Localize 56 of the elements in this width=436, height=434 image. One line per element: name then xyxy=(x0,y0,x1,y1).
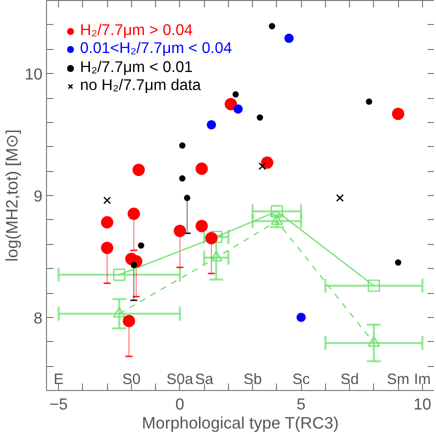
point xyxy=(232,91,239,98)
point xyxy=(336,194,344,202)
annotation: Sm xyxy=(386,371,410,388)
point xyxy=(128,208,140,220)
legend-label: H₂/7.7μm < 0.01 xyxy=(80,58,193,77)
point xyxy=(210,230,222,244)
point xyxy=(233,104,243,114)
point xyxy=(179,142,186,149)
y-tick-label: 10 xyxy=(24,66,43,84)
point xyxy=(100,216,114,228)
point xyxy=(196,162,208,175)
x-tick-label: −5 xyxy=(50,396,68,414)
annotation: Sd xyxy=(340,371,359,388)
x-axis-title: Morphological type T(RC3) xyxy=(142,414,339,432)
point xyxy=(268,22,276,30)
point xyxy=(368,280,380,292)
annotation: Sc xyxy=(292,371,310,388)
point xyxy=(113,268,126,281)
point xyxy=(256,114,264,121)
point xyxy=(368,336,380,347)
point xyxy=(100,242,114,254)
point xyxy=(284,34,294,43)
x-tick-label: 0 xyxy=(175,396,184,414)
point xyxy=(184,194,190,202)
annotation: S0 xyxy=(122,371,141,388)
point xyxy=(261,156,274,169)
point xyxy=(206,120,216,130)
point xyxy=(270,205,283,218)
point xyxy=(296,312,306,322)
point xyxy=(392,108,404,120)
annotation: Sb xyxy=(243,371,262,388)
annotation: Im xyxy=(414,371,431,388)
y-tick-label: 9 xyxy=(34,188,43,206)
annotation: S0a xyxy=(166,371,194,388)
point xyxy=(132,164,145,176)
point xyxy=(366,98,372,105)
y-tick-label: 8 xyxy=(34,310,43,328)
x-tick-label: 10 xyxy=(413,396,432,414)
point xyxy=(179,175,186,182)
annotation: Sa xyxy=(194,371,214,388)
point xyxy=(138,242,144,249)
y-axis-title: log(MH2,tot) [M⊙] xyxy=(4,129,22,262)
point xyxy=(258,162,266,170)
point xyxy=(205,232,218,244)
point xyxy=(122,314,136,328)
point xyxy=(130,262,137,268)
legend-label: no H₂/7.7μm data xyxy=(80,76,201,95)
point xyxy=(103,196,111,204)
x-tick-label: 5 xyxy=(296,396,306,414)
point xyxy=(224,98,237,110)
point xyxy=(174,224,186,237)
legend-label: H₂/7.7μm > 0.04 xyxy=(80,22,193,40)
point xyxy=(196,220,208,232)
annotation: E xyxy=(54,371,64,388)
point xyxy=(394,259,402,266)
legend-label: 0.01<H₂/7.7μm < 0.04 xyxy=(80,40,232,58)
